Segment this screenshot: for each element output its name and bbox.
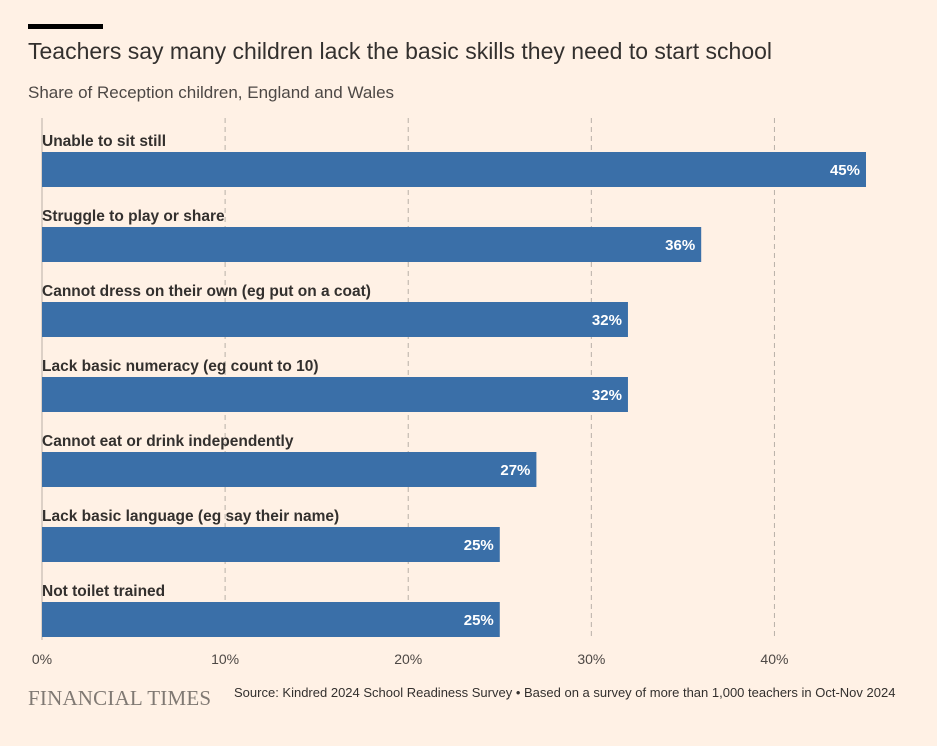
category-label: Lack basic numeracy (eg count to 10) [42, 358, 319, 375]
x-tick-label: 20% [394, 651, 422, 667]
bar [42, 527, 500, 562]
chart-title: Teachers say many children lack the basi… [28, 38, 773, 64]
category-label: Cannot dress on their own (eg put on a c… [42, 283, 371, 300]
category-label: Cannot eat or drink independently [42, 433, 294, 450]
x-tick-label: 0% [32, 651, 52, 667]
category-label: Not toilet trained [42, 583, 165, 600]
value-label: 25% [464, 612, 494, 629]
tick-layer: 0% 10% 20% 30% 40% [32, 651, 789, 667]
header-rule [28, 24, 103, 29]
bar [42, 377, 628, 412]
x-tick-label: 40% [760, 651, 788, 667]
ft-logo: FINANCIAL TIMES [28, 686, 212, 710]
value-label: 27% [500, 462, 530, 479]
bar [42, 227, 702, 262]
value-label: 32% [592, 312, 622, 329]
category-label: Lack basic language (eg say their name) [42, 508, 339, 525]
value-label: 25% [464, 537, 494, 554]
category-label: Unable to sit still [42, 133, 166, 150]
chart-subtitle: Share of Reception children, England and… [28, 83, 395, 102]
bar [42, 602, 500, 637]
value-label: 32% [592, 387, 622, 404]
value-label: 45% [830, 162, 860, 179]
category-label: Struggle to play or share [42, 208, 225, 225]
bar [42, 152, 866, 187]
x-tick-label: 30% [577, 651, 605, 667]
bar [42, 302, 628, 337]
bar-layer: Unable to sit still 45% Struggle to play o… [42, 133, 866, 637]
bar [42, 452, 537, 487]
value-label: 36% [665, 237, 695, 254]
x-tick-label: 10% [211, 651, 239, 667]
source-note: Source: Kindred 2024 School Readiness Su… [234, 685, 896, 700]
